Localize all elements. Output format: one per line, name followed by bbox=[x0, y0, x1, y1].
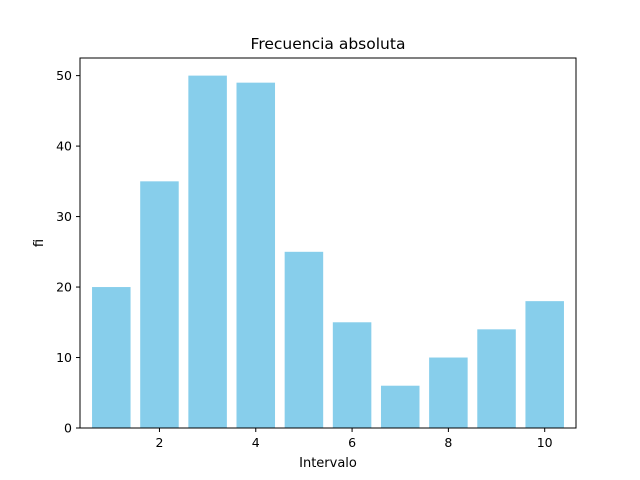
y-tick-label: 50 bbox=[56, 68, 72, 83]
y-ticks-group: 0 10 20 30 40 50 bbox=[56, 68, 80, 436]
x-tick-label: 8 bbox=[444, 435, 452, 450]
x-tick-label: 2 bbox=[155, 435, 163, 450]
bar-7 bbox=[380, 385, 420, 428]
y-tick-label: 0 bbox=[64, 421, 72, 436]
y-tick-label: 20 bbox=[56, 280, 72, 295]
x-ticks-group: 2 4 6 8 10 bbox=[155, 428, 553, 450]
bar-3 bbox=[188, 75, 227, 428]
bar-9 bbox=[477, 329, 516, 428]
bar-4 bbox=[236, 82, 276, 429]
bar-2 bbox=[140, 181, 179, 428]
y-tick-label: 10 bbox=[56, 350, 72, 365]
bar-5 bbox=[284, 251, 324, 428]
x-tick-label: 6 bbox=[348, 435, 356, 450]
bar-10 bbox=[525, 301, 564, 428]
chart-title: Frecuencia absoluta bbox=[251, 35, 406, 53]
bars-group bbox=[92, 75, 564, 429]
bar-6 bbox=[332, 322, 372, 428]
y-axis-label: fi bbox=[32, 239, 47, 247]
bar-8 bbox=[429, 357, 468, 428]
x-axis-label: Intervalo bbox=[299, 456, 357, 471]
plot-frame bbox=[79, 57, 577, 429]
y-tick-label: 40 bbox=[56, 139, 72, 154]
y-tick-label: 30 bbox=[56, 209, 72, 224]
x-tick-label: 4 bbox=[252, 435, 260, 450]
x-tick-label: 10 bbox=[537, 435, 553, 450]
bar-1 bbox=[92, 287, 131, 428]
